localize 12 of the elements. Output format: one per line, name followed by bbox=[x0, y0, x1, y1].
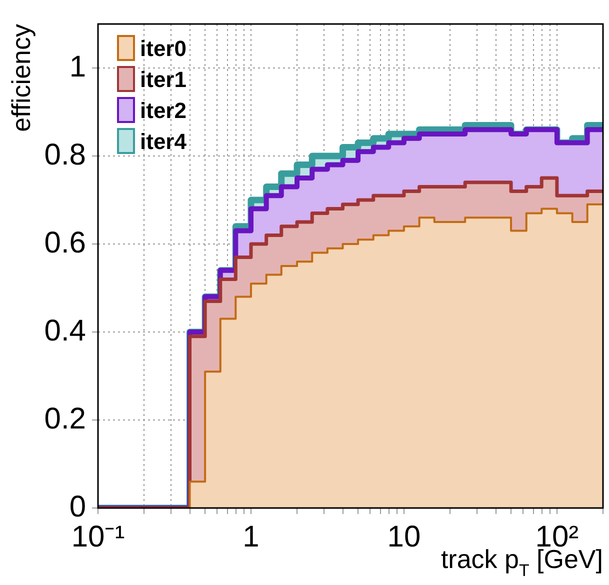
y-tick-label: 0.4 bbox=[44, 314, 86, 348]
y-tick-label: 0.2 bbox=[44, 402, 86, 436]
y-axis-title: efficiency bbox=[6, 24, 36, 132]
y-tick-label: 0.8 bbox=[44, 138, 86, 172]
legend-label: iter0 bbox=[140, 36, 186, 61]
x-tick-label: 1 bbox=[242, 520, 260, 554]
legend-label: iter4 bbox=[140, 129, 188, 154]
y-tick-label: 0.6 bbox=[44, 226, 86, 260]
legend-label: iter1 bbox=[140, 67, 186, 92]
legend-label: iter2 bbox=[140, 98, 186, 123]
x-tick-label: 10 bbox=[387, 520, 421, 554]
y-tick-label: 1 bbox=[69, 50, 86, 84]
